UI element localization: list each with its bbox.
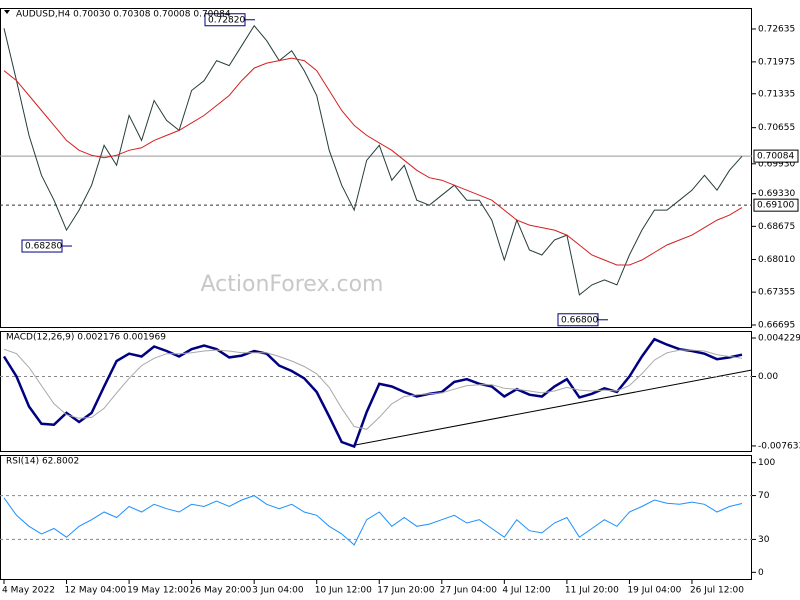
y-tick-label: 0.69330 — [758, 189, 795, 199]
annotation-label: 0.66800 — [561, 315, 598, 325]
y-tick-label: 0.66695 — [758, 321, 795, 331]
price-label: 0.69100 — [757, 201, 794, 211]
y-tick-label: 0.70655 — [758, 123, 795, 133]
watermark: ActionForex.com — [201, 272, 384, 297]
annotation-box — [557, 313, 599, 327]
x-tick-label: 10 Jun 12:00 — [315, 586, 372, 596]
panel-title: MACD(12,26,9) 0.002176 0.001969 — [6, 333, 166, 343]
y-tick-label: -0.007633 — [758, 441, 800, 451]
annotation-box — [204, 13, 246, 27]
x-tick-label: 26 May 20:00 — [190, 586, 252, 596]
menu-arrow — [4, 10, 10, 14]
series-line — [3, 495, 743, 546]
price-label-box — [753, 149, 799, 163]
annotation-label: 0.72820 — [208, 15, 245, 25]
x-tick-label: 17 Jun 20:00 — [377, 586, 434, 596]
price-label: 0.70084 — [757, 152, 794, 162]
x-tick-label: 19 Jul 04:00 — [627, 586, 681, 596]
series-line — [3, 348, 743, 430]
annotation-box — [21, 239, 63, 253]
x-tick-label: 12 May 04:00 — [65, 586, 127, 596]
x-tick-label: 19 May 12:00 — [127, 586, 189, 596]
panel-frame — [0, 331, 752, 452]
y-tick-label: 0 — [758, 568, 764, 578]
y-tick-label: 0.71335 — [758, 89, 795, 99]
panel-title: RSI(14) 62.8002 — [6, 457, 79, 467]
y-tick-label: 30 — [758, 535, 770, 545]
x-tick-label: 26 Jul 12:00 — [690, 586, 744, 596]
panel-title: AUDUSD,H4 0.70030 0.70308 0.70008 0.7008… — [16, 10, 231, 20]
x-tick-label: 4 May 2022 — [2, 586, 55, 596]
y-tick-label: 0.004229 — [758, 334, 800, 344]
x-tick-label: 3 Jun 04:00 — [252, 586, 304, 596]
y-tick-label: 100 — [758, 458, 775, 468]
y-tick-label: 0.00 — [758, 372, 778, 382]
y-tick-label: 0.67355 — [758, 288, 795, 298]
x-tick-label: 27 Jun 04:00 — [440, 586, 497, 596]
y-tick-label: 0.68675 — [758, 222, 795, 232]
y-tick-label: 70 — [758, 491, 770, 501]
trend-line — [349, 369, 753, 447]
y-tick-label: 0.71975 — [758, 57, 795, 67]
price-label-box — [753, 198, 799, 212]
series-line — [2, 337, 743, 449]
series-line — [3, 24, 743, 296]
panel-frame — [0, 455, 752, 580]
y-tick-label: 0.69930 — [758, 159, 795, 169]
panel-frame — [0, 8, 752, 328]
annotation-label: 0.68280 — [25, 242, 62, 252]
y-tick-label: 0.72635 — [758, 24, 795, 34]
x-tick-label: 11 Jul 20:00 — [565, 586, 619, 596]
y-tick-label: 0.68010 — [758, 255, 795, 265]
series-line — [3, 57, 743, 266]
x-tick-label: 4 Jul 12:00 — [502, 586, 551, 596]
